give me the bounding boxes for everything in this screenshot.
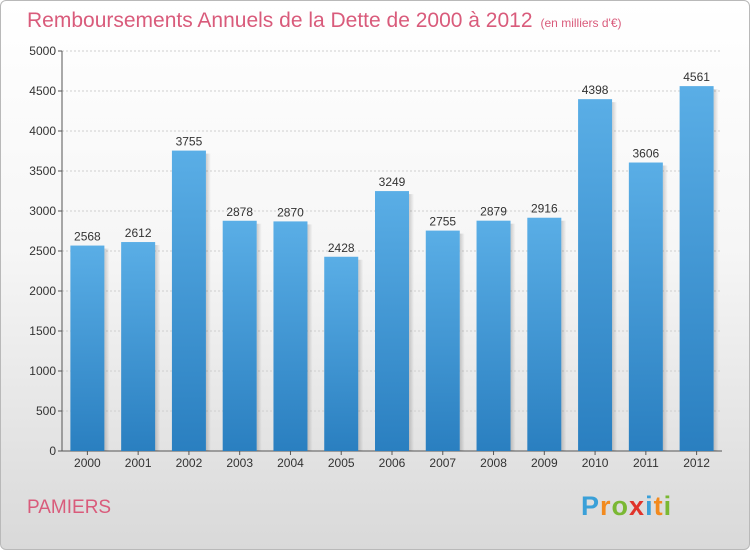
- logo-letter: x: [629, 491, 646, 521]
- bar-shadow: [358, 259, 364, 451]
- bar: [679, 86, 714, 452]
- y-tick-label: 500: [36, 404, 56, 418]
- x-tick-label: 2001: [125, 456, 152, 470]
- logo-letter: t: [653, 491, 664, 521]
- bar-shadow: [713, 89, 719, 452]
- x-tick-label: 2008: [480, 456, 507, 470]
- y-tick-label: 3000: [29, 204, 56, 218]
- data-label: 2612: [125, 226, 152, 240]
- x-tick-label: 2009: [531, 456, 558, 470]
- city-name: PAMIERS: [27, 497, 112, 518]
- y-tick-label: 4000: [29, 124, 56, 138]
- x-tick-label: 2002: [176, 456, 203, 470]
- y-tick-label: 1000: [29, 364, 56, 378]
- bar: [628, 162, 663, 451]
- x-tick-label: 2005: [328, 456, 355, 470]
- x-tick-label: 2012: [683, 456, 710, 470]
- bar: [121, 242, 156, 451]
- bar: [578, 99, 613, 451]
- x-tick-label: 2003: [226, 456, 253, 470]
- x-tick-label: 2011: [633, 456, 659, 470]
- bar-shadow: [459, 233, 465, 451]
- y-tick-label: 1500: [29, 324, 56, 338]
- data-label: 3755: [176, 135, 203, 149]
- bar-shadow: [510, 223, 516, 451]
- chart-subtitle: (en milliers d'€): [540, 16, 622, 30]
- bar-shadow: [409, 194, 414, 451]
- x-tick-label: 2010: [582, 456, 609, 470]
- y-tick-label: 4500: [29, 84, 56, 98]
- x-tick-label: 2000: [74, 456, 101, 470]
- logo-letter: o: [611, 491, 630, 521]
- data-label: 2916: [531, 202, 558, 216]
- data-label: 2878: [226, 205, 253, 219]
- bar: [375, 191, 409, 451]
- data-label: 3249: [379, 175, 406, 189]
- x-tick-label: 2004: [277, 456, 304, 470]
- bar: [425, 230, 460, 451]
- bar-shadow: [307, 224, 313, 451]
- bar: [70, 245, 105, 451]
- data-label: 4561: [683, 70, 710, 84]
- data-label: 2568: [74, 230, 101, 244]
- y-tick-label: 2500: [29, 244, 56, 258]
- chart-title-text: Remboursements Annuels de la Dette de 20…: [27, 9, 533, 32]
- y-tick-label: 3500: [29, 164, 56, 178]
- bar: [171, 150, 206, 451]
- y-tick-label: 0: [49, 444, 56, 458]
- bar-shadow: [561, 220, 567, 451]
- bar-shadow: [662, 165, 668, 451]
- bar-shadow: [104, 248, 110, 451]
- data-label: 2879: [480, 205, 507, 219]
- data-label: 4398: [582, 83, 609, 97]
- bar: [273, 221, 308, 451]
- data-label: 2755: [429, 215, 456, 229]
- x-tick-label: 2007: [429, 456, 456, 470]
- data-label: 2870: [277, 205, 304, 219]
- bar-shadow: [256, 223, 262, 451]
- data-label: 2428: [328, 241, 355, 255]
- bar: [222, 220, 257, 451]
- x-tick-label: 2006: [379, 456, 406, 470]
- proxiti-logo: Proxiti: [581, 491, 672, 522]
- bar-shadow: [205, 153, 211, 451]
- logo-letter: P: [581, 491, 601, 521]
- bar: [324, 256, 359, 451]
- data-label: 3606: [632, 147, 659, 161]
- y-tick-label: 5000: [29, 44, 56, 58]
- bar-shadow: [612, 102, 618, 451]
- bar: [527, 217, 562, 451]
- bar-shadow: [155, 245, 161, 451]
- logo-letter: r: [600, 491, 612, 521]
- logo-letter: i: [663, 491, 673, 521]
- logo-letter: i: [645, 491, 654, 521]
- bar: [476, 220, 511, 451]
- chart-title: Remboursements Annuels de la Dette de 20…: [27, 9, 622, 33]
- y-tick-label: 2000: [29, 284, 56, 298]
